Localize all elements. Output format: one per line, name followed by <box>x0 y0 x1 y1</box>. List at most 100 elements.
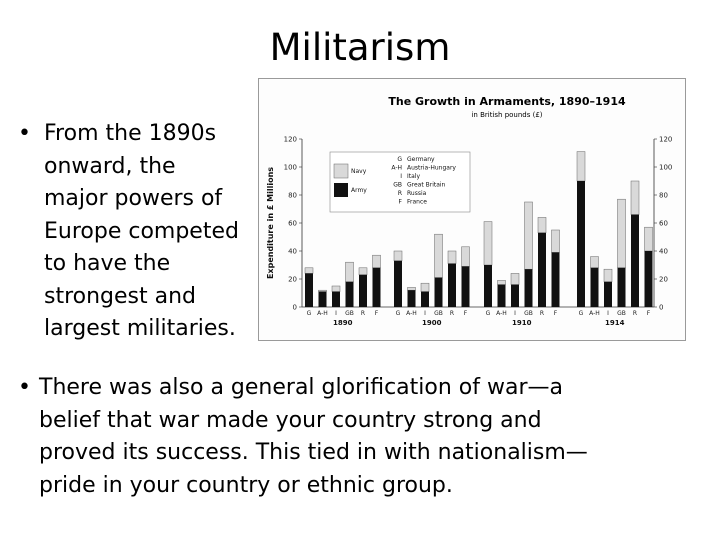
armaments-chart-figure: The Growth in Armaments, 1890–1914 in Br… <box>258 78 686 341</box>
bar-navy <box>497 280 506 285</box>
bullet-line: major powers of <box>44 186 223 211</box>
bar-army <box>538 232 546 307</box>
bar-army <box>524 269 533 307</box>
bullet-line: onward, the <box>44 153 176 179</box>
year-group-label: 1900 <box>422 319 442 327</box>
bar-army <box>484 265 492 307</box>
legend-country-name: Germany <box>407 156 435 163</box>
legend-country-name: Russia <box>407 190 427 197</box>
x-tick-label: A-H <box>589 310 600 317</box>
bar-navy <box>407 287 416 291</box>
bar-army <box>461 266 470 307</box>
bar-navy <box>434 233 443 278</box>
bar-navy <box>483 221 493 266</box>
legend-country-code: R <box>398 190 402 197</box>
bullet-line: largest militaries. <box>44 316 236 341</box>
bullet-line: There was also a general glorification o… <box>39 375 563 400</box>
y-tick-label-left: 60 <box>288 220 297 228</box>
x-tick-label: F <box>464 310 468 317</box>
bar-navy <box>644 226 653 252</box>
bullet-line: strongest and <box>44 283 197 309</box>
x-tick-label: I <box>607 310 609 317</box>
bar-navy <box>603 268 613 283</box>
bar-navy <box>576 151 586 182</box>
legend-label-navy: Navy <box>351 168 367 175</box>
y-tick-label-left: 120 <box>284 136 297 144</box>
legend-swatch-navy <box>333 163 349 179</box>
y-tick-label-left: 80 <box>288 192 297 200</box>
bar-army <box>394 260 402 307</box>
x-tick-label: R <box>361 310 365 317</box>
bar-navy <box>524 201 533 270</box>
legend-swatch-army <box>334 183 348 197</box>
y-tick-label-left: 20 <box>288 276 297 284</box>
x-tick-label: GB <box>617 310 626 317</box>
bar-navy <box>420 282 430 292</box>
year-group-label: 1890 <box>333 319 353 327</box>
x-tick-label: GB <box>524 310 533 317</box>
bar-navy <box>372 254 381 269</box>
y-axis-label: Expenditure in £ Millions <box>266 167 275 279</box>
y-tick-label-right: 20 <box>659 276 668 284</box>
y-tick-label-left: 0 <box>293 304 297 312</box>
year-group-label: 1910 <box>512 319 532 327</box>
x-tick-label: I <box>335 310 337 317</box>
bullet-line: pride in your country or ethnic group. <box>39 472 453 498</box>
bar-army <box>305 273 313 307</box>
x-tick-label: A-H <box>317 310 328 317</box>
y-tick-label-left: 100 <box>284 164 297 172</box>
bar-navy <box>345 261 354 283</box>
bar-army <box>372 267 381 307</box>
legend-country-name: Austria-Hungary <box>407 165 456 172</box>
bar-army <box>511 284 519 307</box>
slide-title: Militarism <box>269 26 451 69</box>
bullet-marker: • <box>18 121 31 146</box>
bar-navy <box>331 285 341 292</box>
bullet-line: proved its success. This tied in with na… <box>39 440 588 465</box>
x-tick-label: GB <box>434 310 443 317</box>
bar-navy <box>590 256 599 269</box>
bullet-line: From the 1890s <box>44 121 217 146</box>
x-tick-label: G <box>396 310 401 317</box>
y-tick-label-left: 40 <box>288 248 297 256</box>
bar-navy <box>630 180 640 215</box>
bullet-line: to have the <box>44 251 171 276</box>
bullet-marker: • <box>18 375 31 400</box>
x-tick-label: G <box>486 310 491 317</box>
legend-country-code: F <box>399 199 403 206</box>
chart-subtitle: in British pounds (£) <box>471 111 542 119</box>
bar-army <box>318 291 327 307</box>
bar-army <box>631 214 639 307</box>
bar-navy <box>537 217 547 234</box>
x-tick-label: F <box>554 310 558 317</box>
x-tick-label: I <box>424 310 426 317</box>
bar-army <box>345 281 354 307</box>
bar-army <box>332 291 340 307</box>
legend-country-code: A-H <box>391 165 402 172</box>
bar-army <box>551 252 560 307</box>
bar-army <box>448 263 456 307</box>
x-tick-label: I <box>514 310 516 317</box>
armaments-chart: The Growth in Armaments, 1890–1914 in Br… <box>266 95 673 328</box>
bar-navy <box>461 246 470 267</box>
y-tick-label-right: 80 <box>659 192 668 200</box>
legend-country-name: Great Britain <box>407 182 446 189</box>
legend-country-code: GB <box>393 182 402 189</box>
bar-army <box>577 181 585 307</box>
legend-country-name: Italy <box>407 173 420 180</box>
bar-army <box>617 267 626 307</box>
x-tick-label: G <box>307 310 312 317</box>
x-tick-label: R <box>540 310 544 317</box>
x-tick-label: F <box>647 310 651 317</box>
y-tick-label-right: 100 <box>659 164 672 172</box>
legend-box <box>329 151 471 213</box>
bar-army <box>407 290 416 307</box>
legend-country-code: G <box>397 156 402 163</box>
bullet-point-militaries: • From the 1890s onward, the major power… <box>18 118 254 346</box>
legend-label-army: Army <box>351 187 367 194</box>
bar-navy <box>617 198 626 269</box>
bar-army <box>421 291 429 307</box>
y-tick-label-right: 60 <box>659 220 668 228</box>
bar-navy <box>447 250 457 264</box>
